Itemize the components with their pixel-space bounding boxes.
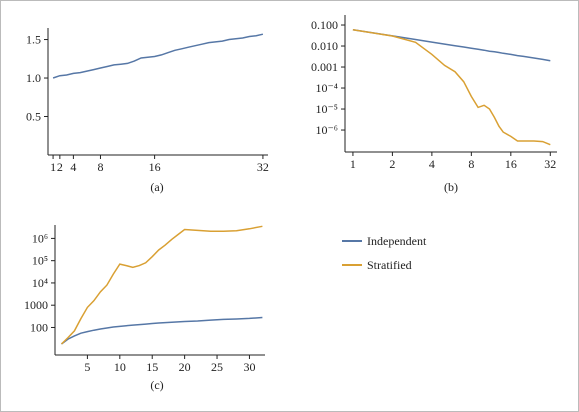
y-tick-label: 1.5 xyxy=(26,33,41,47)
series-line xyxy=(60,225,263,345)
x-tick-label: 32 xyxy=(544,157,556,171)
y-tick-label: 0.5 xyxy=(26,110,41,124)
y-tick-label: 10⁵ xyxy=(32,254,48,268)
series-line xyxy=(352,28,551,62)
x-tick-label: 4 xyxy=(70,160,76,174)
y-tick-label: 1000 xyxy=(24,298,48,312)
y-tick-label: 0.100 xyxy=(311,18,338,32)
x-tick-label: 32 xyxy=(257,160,269,174)
x-tick-label: 8 xyxy=(97,160,103,174)
x-tick-label: 30 xyxy=(243,360,255,374)
x-tick-label: 2 xyxy=(389,157,395,171)
x-tick-label: 8 xyxy=(468,157,474,171)
y-tick-label: 10⁶ xyxy=(32,231,48,245)
series-line xyxy=(52,33,264,79)
x-tick-label: 25 xyxy=(211,360,223,374)
y-tick-label: 1.0 xyxy=(26,71,41,85)
x-tick-label: 15 xyxy=(146,360,158,374)
y-tick-label: 100 xyxy=(30,320,48,334)
series-line xyxy=(61,316,263,345)
x-tick-label: 5 xyxy=(84,360,90,374)
x-tick-label: 1 xyxy=(350,157,356,171)
y-tick-label: 10⁴ xyxy=(32,276,48,290)
y-tick-label: 10⁻⁴ xyxy=(315,81,338,95)
y-tick-label: 0.001 xyxy=(311,60,338,74)
x-tick-label: 4 xyxy=(429,157,435,171)
legend-label: Independent xyxy=(367,234,427,248)
legend-label: Stratified xyxy=(367,258,412,272)
x-tick-label: 16 xyxy=(505,157,517,171)
y-tick-label: 0.010 xyxy=(311,39,338,53)
x-tick-label: 10 xyxy=(114,360,126,374)
x-axis-label: (b) xyxy=(444,180,458,194)
series-line xyxy=(352,28,551,146)
y-tick-label: 10⁻⁵ xyxy=(315,102,338,116)
x-axis-label: (a) xyxy=(150,180,163,194)
x-tick-label: 1 xyxy=(50,160,56,174)
x-axis-label: (c) xyxy=(150,378,163,392)
x-tick-label: 20 xyxy=(179,360,191,374)
y-tick-label: 10⁻⁶ xyxy=(315,123,338,137)
x-tick-label: 16 xyxy=(149,160,161,174)
x-tick-label: 2 xyxy=(57,160,63,174)
